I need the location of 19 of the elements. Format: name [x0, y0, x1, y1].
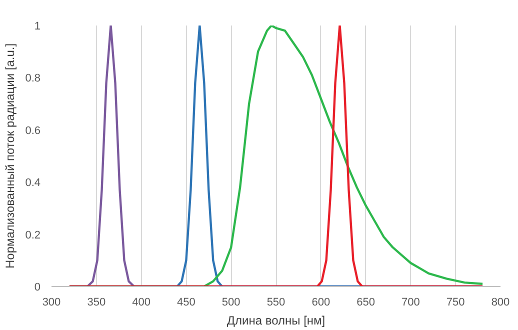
y-tick-label: 0.2 — [25, 229, 41, 242]
y-tick-label: 0.8 — [25, 72, 41, 85]
y-axis-title: Нормализованный поток радиации [a.u.] — [3, 43, 18, 269]
x-tick-label: 350 — [87, 296, 106, 308]
x-tick-label: 300 — [42, 296, 61, 308]
y-tick-label: 1 — [34, 20, 41, 32]
y-tick-label: 0.6 — [25, 124, 41, 137]
x-tick-label: 800 — [491, 296, 510, 308]
x-tick-label: 400 — [132, 296, 150, 308]
y-tick-label: 0 — [34, 282, 41, 294]
x-tick-label: 750 — [446, 296, 465, 308]
x-tick-label: 450 — [177, 296, 196, 308]
x-tick-label: 650 — [356, 296, 375, 308]
x-tick-label: 700 — [402, 296, 420, 308]
x-axis-title: Длина волны [нм] — [226, 314, 326, 328]
x-tick-label: 500 — [222, 296, 240, 308]
y-tick-label: 0.4 — [25, 177, 41, 190]
x-tick-label: 600 — [312, 296, 330, 308]
x-tick-label: 550 — [266, 296, 286, 308]
